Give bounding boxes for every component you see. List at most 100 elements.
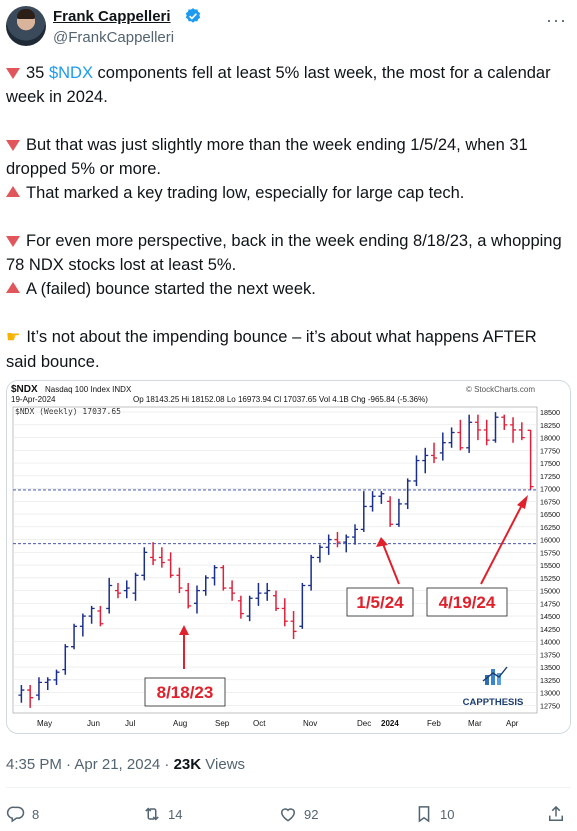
tweet-meta: 4:35 PM · Apr 21, 2024 · 23K Views: [6, 756, 245, 773]
annotation-label-1-5-24: 1/5/24: [356, 593, 404, 612]
tweet-paragraph-4: For even more perspective, back in the w…: [6, 229, 566, 277]
reply-icon: [6, 806, 25, 823]
tweet-text-segment: 35: [26, 64, 49, 82]
tweet-text-segment: But that was just slightly more than the…: [6, 136, 528, 178]
tweet-paragraph-5: A (failed) bounce started the next week.: [6, 277, 566, 301]
annotation-arrowhead-8-18-23: [179, 625, 189, 635]
like-button[interactable]: 92: [278, 800, 318, 828]
divider: [6, 787, 571, 788]
repost-icon: [145, 807, 159, 821]
y-tick-label: 15250: [540, 574, 560, 583]
more-options-icon[interactable]: ···: [546, 10, 567, 30]
x-tick-label: Nov: [303, 719, 317, 728]
avatar[interactable]: [6, 6, 46, 46]
share-button[interactable]: [546, 800, 572, 828]
red-up-triangle-icon: [6, 282, 20, 293]
x-tick-label: Dec: [357, 719, 371, 728]
x-tick-label: Jun: [87, 719, 100, 728]
tweet-text-segment: components fell at least 5% last week, t…: [6, 64, 551, 106]
x-tick-label: Feb: [427, 719, 441, 728]
x-tick-label: Oct: [253, 719, 266, 728]
y-tick-label: 17750: [540, 446, 560, 455]
tweet-header: Frank Cappelleri @FrankCappelleri ···: [6, 4, 571, 50]
annotation-box-1-5-24: [346, 587, 414, 617]
ndx-weekly-chart: $NDX Nasdaq 100 Index INDX © StockCharts…: [7, 381, 570, 733]
y-tick-label: 17000: [540, 485, 560, 494]
y-tick-label: 13500: [540, 663, 560, 672]
chart-source: © StockCharts.com: [466, 385, 535, 394]
y-tick-label: 14250: [540, 625, 560, 634]
reply-button[interactable]: 8: [6, 800, 39, 828]
annotation-label-4-19-24: 4/19/24: [439, 593, 496, 612]
y-tick-label: 13000: [540, 689, 560, 698]
y-tick-label: 18250: [540, 421, 560, 430]
annotation-arrow-1-5-24: [382, 543, 400, 585]
red-down-triangle-icon: [6, 68, 20, 79]
y-tick-label: 15750: [540, 548, 560, 557]
y-tick-label: 17250: [540, 472, 560, 481]
annotation-label-8-18-23: 8/18/23: [157, 683, 214, 702]
x-tick-label: May: [37, 719, 52, 728]
x-tick-label: Sep: [215, 719, 230, 728]
reply-count: 8: [32, 806, 40, 822]
heart-icon: [280, 808, 296, 822]
annotation-arrowhead-1-5-24: [376, 537, 388, 547]
share-icon: [549, 805, 563, 821]
cashtag-link[interactable]: $NDX: [48, 64, 93, 82]
annotation-box-4-19-24: [426, 587, 508, 617]
annotation-arrowhead-4-19-24: [517, 495, 528, 509]
watermark-logo-bar: [491, 669, 495, 685]
verified-badge-icon: [185, 8, 201, 23]
y-tick-label: 16500: [540, 510, 560, 519]
bookmark-button[interactable]: 10: [414, 800, 454, 828]
watermark-logo-line: [482, 666, 508, 682]
annotation-box-8-18-23: [144, 677, 226, 707]
chart-description: Nasdaq 100 Index INDX: [45, 385, 132, 394]
pointing-hand-icon: ☛: [6, 329, 21, 346]
views-count: 23K: [173, 756, 202, 773]
y-tick-label: 14750: [540, 599, 560, 608]
repost-count: 14: [168, 806, 183, 822]
y-tick-label: 16750: [540, 497, 560, 506]
chart-symbol: $NDX: [11, 384, 38, 395]
watermark-logo-bar: [497, 673, 501, 685]
author-handle[interactable]: @FrankCappelleri: [53, 29, 175, 46]
y-tick-label: 16000: [540, 536, 560, 545]
views-label: Views: [201, 756, 246, 773]
y-tick-label: 15500: [540, 561, 560, 570]
annotation-arrow-4-19-24: [480, 502, 524, 585]
tweet-text-segment: For even more perspective, back in the w…: [6, 232, 562, 274]
bookmark-count: 10: [440, 806, 455, 822]
chart-image[interactable]: $NDX Nasdaq 100 Index INDX © StockCharts…: [6, 380, 571, 734]
red-down-triangle-icon: [6, 140, 20, 151]
y-tick-label: 14000: [540, 638, 560, 647]
tweet-paragraph-1: 35 $NDX components fell at least 5% last…: [6, 61, 566, 109]
y-tick-label: 17500: [540, 459, 560, 468]
repost-button[interactable]: 14: [142, 800, 182, 828]
x-tick-label: Apr: [506, 719, 519, 728]
tweet-paragraph-3: That marked a key trading low, especiall…: [6, 181, 566, 205]
y-tick-label: 18000: [540, 434, 560, 443]
tweet-text-segment: It’s not about the impending bounce – it…: [6, 328, 537, 371]
y-tick-label: 14500: [540, 612, 560, 621]
tweet-text-segment: A (failed) bounce started the next week.: [26, 280, 316, 298]
author-name[interactable]: Frank Cappelleri: [53, 8, 171, 25]
x-tick-label: Aug: [173, 719, 187, 728]
y-tick-label: 13250: [540, 676, 560, 685]
tweet-paragraph-2: But that was just slightly more than the…: [6, 133, 566, 181]
action-bar: 8 14 92 10: [6, 800, 571, 828]
chart-ohlc-readout: Op 18143.25 Hi 18152.08 Lo 16973.94 Cl 1…: [133, 395, 428, 404]
red-up-triangle-icon: [6, 186, 20, 197]
timestamp[interactable]: 4:35 PM · Apr 21, 2024 ·: [6, 756, 174, 773]
red-down-triangle-icon: [6, 236, 20, 247]
y-tick-label: 12750: [540, 701, 560, 710]
tweet-text: 35 $NDX components fell at least 5% last…: [6, 61, 566, 374]
chart-legend: $NDX (Weekly) 17037.65: [15, 407, 121, 416]
x-tick-label: Jul: [125, 719, 135, 728]
plot-frame: [12, 406, 538, 714]
y-tick-label: 13750: [540, 650, 560, 659]
y-tick-label: 16250: [540, 523, 560, 532]
x-tick-label: 2024: [381, 719, 399, 728]
y-tick-label: 18500: [540, 408, 560, 417]
like-count: 92: [304, 806, 319, 822]
